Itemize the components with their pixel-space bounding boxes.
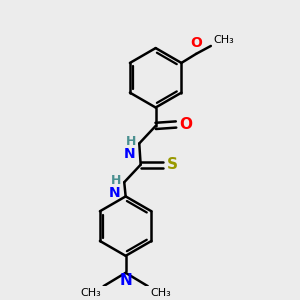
Text: CH₃: CH₃ [213, 34, 234, 44]
Text: H: H [110, 174, 121, 187]
Text: S: S [167, 157, 177, 172]
Text: O: O [180, 117, 193, 132]
Text: O: O [191, 36, 203, 50]
Text: CH₃: CH₃ [151, 287, 171, 298]
Text: N: N [124, 147, 136, 161]
Text: N: N [109, 186, 121, 200]
Text: CH₃: CH₃ [80, 287, 101, 298]
Text: N: N [119, 273, 132, 288]
Text: H: H [125, 135, 136, 148]
